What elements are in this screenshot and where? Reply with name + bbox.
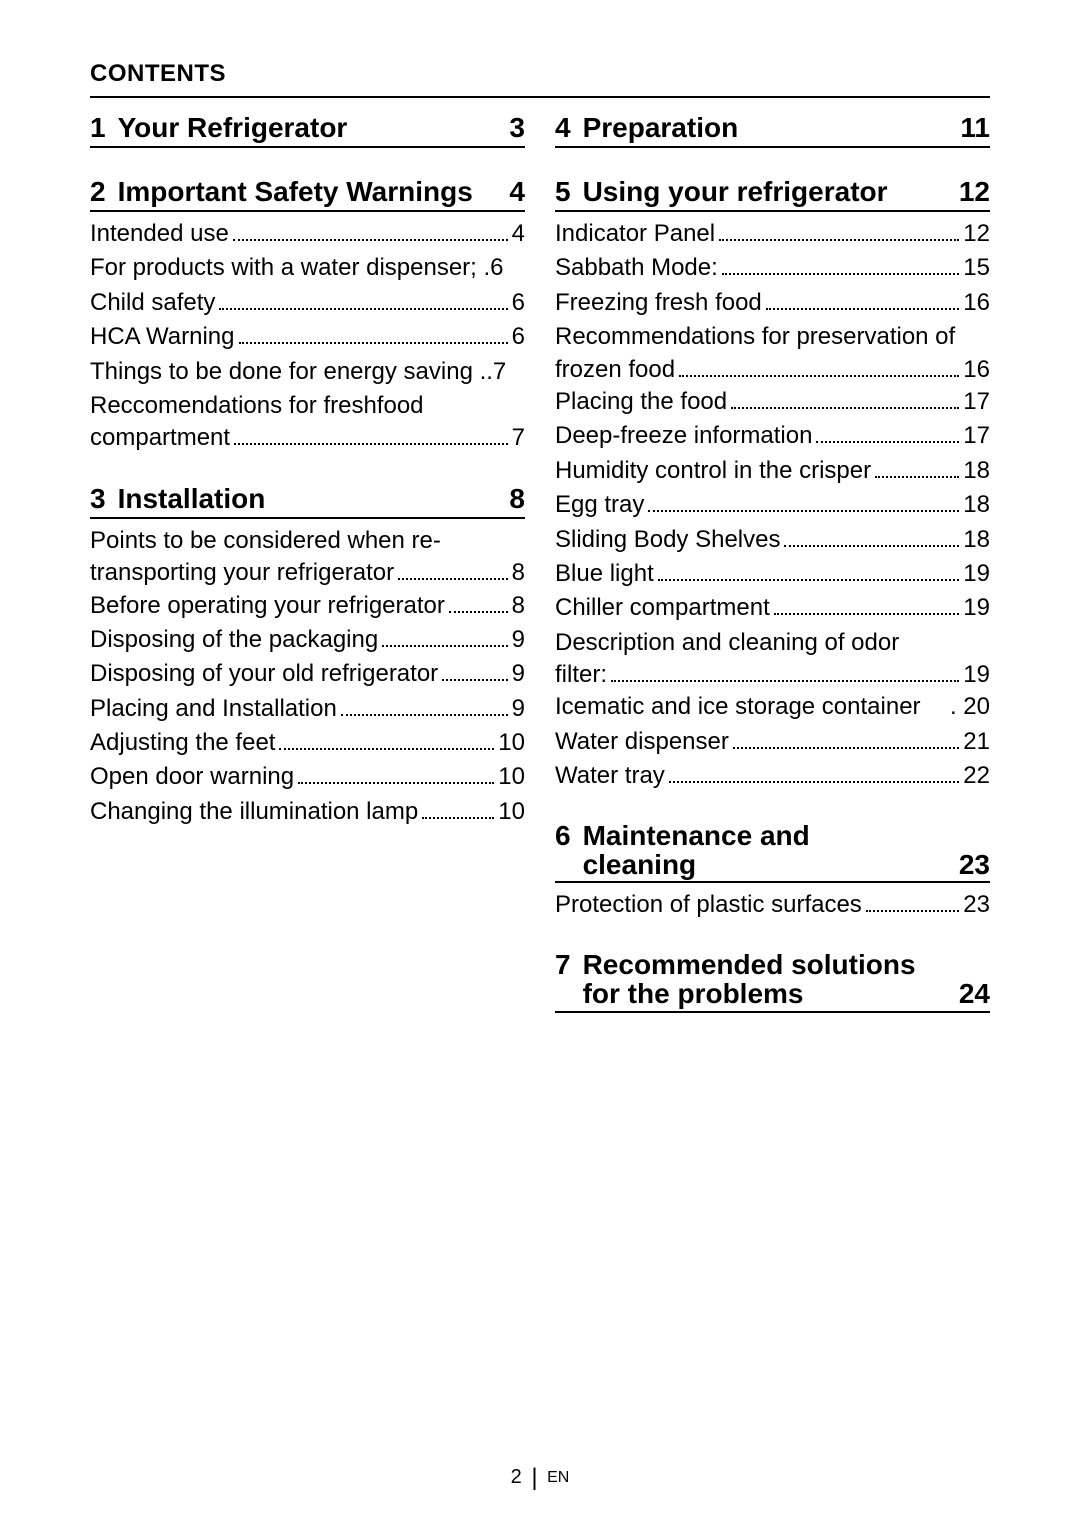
toc-entry: Icematic and ice storage container. 20: [555, 691, 990, 723]
toc-entry: Water tray22: [555, 760, 990, 792]
toc-entry: Points to be considered when re-transpor…: [90, 525, 525, 590]
page: CONTENTS 1 Your Refrigerator 3 2 Importa…: [0, 0, 1080, 1532]
section-7-title-line1: Recommended solutions: [583, 949, 916, 980]
toc-entry: For products with a water dispenser; .6: [90, 252, 525, 284]
footer-page-number: 2: [511, 1466, 522, 1489]
toc-entry: Disposing of the packaging9: [90, 624, 525, 656]
top-rule: [90, 96, 990, 98]
toc-entry: Disposing of your old refrigerator9: [90, 658, 525, 690]
section-7-num: 7: [555, 950, 571, 979]
section-4-head: 4 Preparation 11: [555, 112, 990, 148]
section-6: 6 Maintenance and cleaning 23 Protection…: [555, 821, 990, 922]
section-2-head: 2 Important Safety Warnings 4: [90, 176, 525, 212]
toc-entry: Reccomendations for freshfoodcompartment…: [90, 390, 525, 455]
section-4-title: Preparation: [583, 112, 739, 144]
toc-entry: Before operating your refrigerator8: [90, 590, 525, 622]
section-1-num: 1: [90, 112, 106, 144]
toc-entry: Open door warning10: [90, 761, 525, 793]
toc-columns: 1 Your Refrigerator 3 2 Important Safety…: [90, 112, 990, 1041]
toc-entry: Egg tray18: [555, 489, 990, 521]
section-6-page: 23: [959, 850, 990, 879]
toc-entry: Things to be done for energy saving ..7: [90, 356, 525, 388]
toc-entry: Changing the illumination lamp10: [90, 796, 525, 828]
toc-entry: Freezing fresh food16: [555, 287, 990, 319]
section-7-title-line2: for the problems: [583, 978, 804, 1009]
section-1-title: Your Refrigerator: [118, 112, 348, 144]
section-6-items: Protection of plastic surfaces23: [555, 889, 990, 921]
section-1: 1 Your Refrigerator 3: [90, 112, 525, 148]
section-5-num: 5: [555, 176, 571, 208]
section-2-title: Important Safety Warnings: [118, 176, 473, 208]
footer-language: EN: [547, 1469, 569, 1487]
page-footer: 2 | EN: [0, 1464, 1080, 1492]
section-3-page: 8: [509, 483, 525, 515]
section-7-head: 7 Recommended solutions for the problems…: [555, 950, 990, 1013]
contents-heading: CONTENTS: [90, 60, 990, 88]
section-5-items: Indicator Panel12Sabbath Mode:15Freezing…: [555, 218, 990, 793]
section-7-page: 24: [959, 979, 990, 1008]
section-7: 7 Recommended solutions for the problems…: [555, 950, 990, 1013]
section-6-num: 6: [555, 821, 571, 850]
section-6-title-line2: cleaning: [583, 849, 697, 880]
section-4-page: 11: [960, 112, 990, 144]
section-5-title: Using your refrigerator: [583, 176, 888, 208]
toc-entry: Description and cleaning of odorfilter:1…: [555, 627, 990, 692]
toc-entry: Protection of plastic surfaces23: [555, 889, 990, 921]
section-2: 2 Important Safety Warnings 4 Intended u…: [90, 176, 525, 455]
toc-entry: Intended use4: [90, 218, 525, 250]
toc-entry: Humidity control in the crisper18: [555, 455, 990, 487]
section-5-head: 5 Using your refrigerator 12: [555, 176, 990, 212]
section-3-num: 3: [90, 483, 106, 515]
section-3-title: Installation: [118, 483, 266, 515]
section-2-page: 4: [509, 176, 525, 208]
toc-entry: Adjusting the feet10: [90, 727, 525, 759]
section-2-items: Intended use4For products with a water d…: [90, 218, 525, 455]
section-1-head: 1 Your Refrigerator 3: [90, 112, 525, 148]
toc-entry: HCA Warning6: [90, 321, 525, 353]
section-2-num: 2: [90, 176, 106, 208]
section-3-head: 3 Installation 8: [90, 483, 525, 519]
toc-entry: Chiller compartment19: [555, 592, 990, 624]
section-4: 4 Preparation 11: [555, 112, 990, 148]
toc-entry: Sliding Body Shelves18: [555, 524, 990, 556]
left-column: 1 Your Refrigerator 3 2 Important Safety…: [90, 112, 525, 1041]
toc-entry: Sabbath Mode:15: [555, 252, 990, 284]
toc-entry: Child safety6: [90, 287, 525, 319]
toc-entry: Deep-freeze information17: [555, 420, 990, 452]
section-3-items: Points to be considered when re-transpor…: [90, 525, 525, 829]
toc-entry: Water dispenser21: [555, 726, 990, 758]
toc-entry: Recommendations for preservation offroze…: [555, 321, 990, 386]
toc-entry: Placing and Installation9: [90, 693, 525, 725]
section-5-page: 12: [959, 176, 990, 208]
section-5: 5 Using your refrigerator 12 Indicator P…: [555, 176, 990, 793]
section-6-head: 6 Maintenance and cleaning 23: [555, 821, 990, 884]
toc-entry: Placing the food17: [555, 386, 990, 418]
toc-entry: Indicator Panel12: [555, 218, 990, 250]
section-1-page: 3: [509, 112, 525, 144]
section-6-title-line1: Maintenance and: [583, 820, 810, 851]
toc-entry: Blue light19: [555, 558, 990, 590]
section-3: 3 Installation 8 Points to be considered…: [90, 483, 525, 829]
footer-separator: |: [531, 1464, 537, 1492]
section-4-num: 4: [555, 112, 571, 144]
right-column: 4 Preparation 11 5 Using your refrigerat…: [555, 112, 990, 1041]
